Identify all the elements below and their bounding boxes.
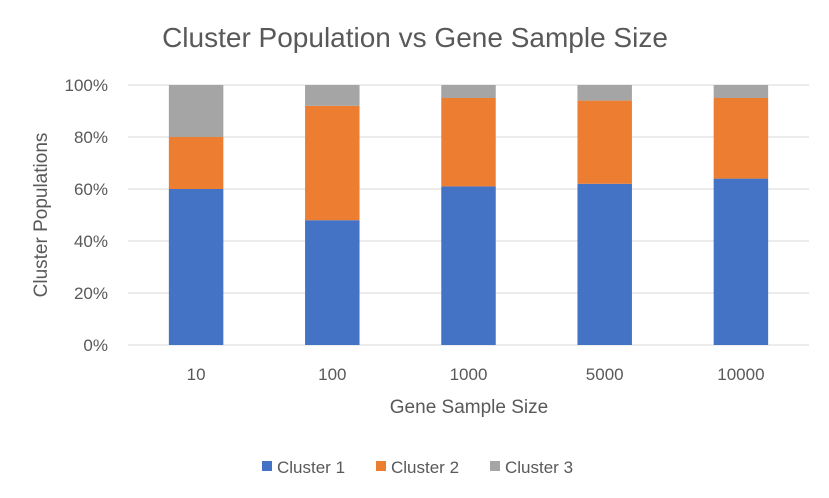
legend-label: Cluster 2: [391, 458, 459, 477]
bar-segment: [577, 100, 632, 184]
bar-segment: [305, 220, 360, 345]
bar-segment: [713, 85, 769, 98]
x-axis-label: Gene Sample Size: [390, 397, 548, 418]
bar-segment: [305, 105, 360, 221]
bar-segment: [441, 186, 496, 345]
bar-segment: [305, 85, 360, 106]
bar-segment: [168, 189, 224, 345]
legend-swatch: [376, 461, 386, 471]
x-tick-label: 100: [318, 365, 346, 384]
legend-swatch: [490, 461, 500, 471]
bar-segment: [713, 178, 769, 345]
x-tick-label: 1000: [450, 365, 488, 384]
chart-title: Cluster Population vs Gene Sample Size: [162, 22, 668, 53]
bar-segment: [441, 85, 496, 98]
x-tick-label: 10000: [717, 365, 764, 384]
legend-swatch: [262, 461, 272, 471]
y-tick-label: 100%: [65, 76, 108, 95]
bar-segment: [441, 98, 496, 187]
bar-segment: [168, 85, 224, 137]
y-axis-label: Cluster Populations: [31, 133, 52, 298]
y-tick-label: 0%: [83, 336, 108, 355]
y-tick-label: 60%: [74, 180, 108, 199]
bars: [168, 85, 769, 345]
y-tick-label: 80%: [74, 128, 108, 147]
x-axis-ticks: 10 100 1000 5000 10000: [187, 365, 765, 384]
legend-label: Cluster 3: [505, 458, 573, 477]
bar-segment: [168, 137, 224, 189]
bar-segment: [713, 98, 769, 179]
y-axis-ticks: 0% 20% 40% 60% 80% 100%: [65, 76, 108, 355]
x-tick-label: 10: [187, 365, 206, 384]
legend-label: Cluster 1: [277, 458, 345, 477]
y-tick-label: 20%: [74, 284, 108, 303]
bar-segment: [577, 85, 632, 101]
y-tick-label: 40%: [74, 232, 108, 251]
bar-segment: [577, 183, 632, 345]
x-tick-label: 5000: [586, 365, 624, 384]
legend: Cluster 1 Cluster 2 Cluster 3: [262, 458, 573, 477]
